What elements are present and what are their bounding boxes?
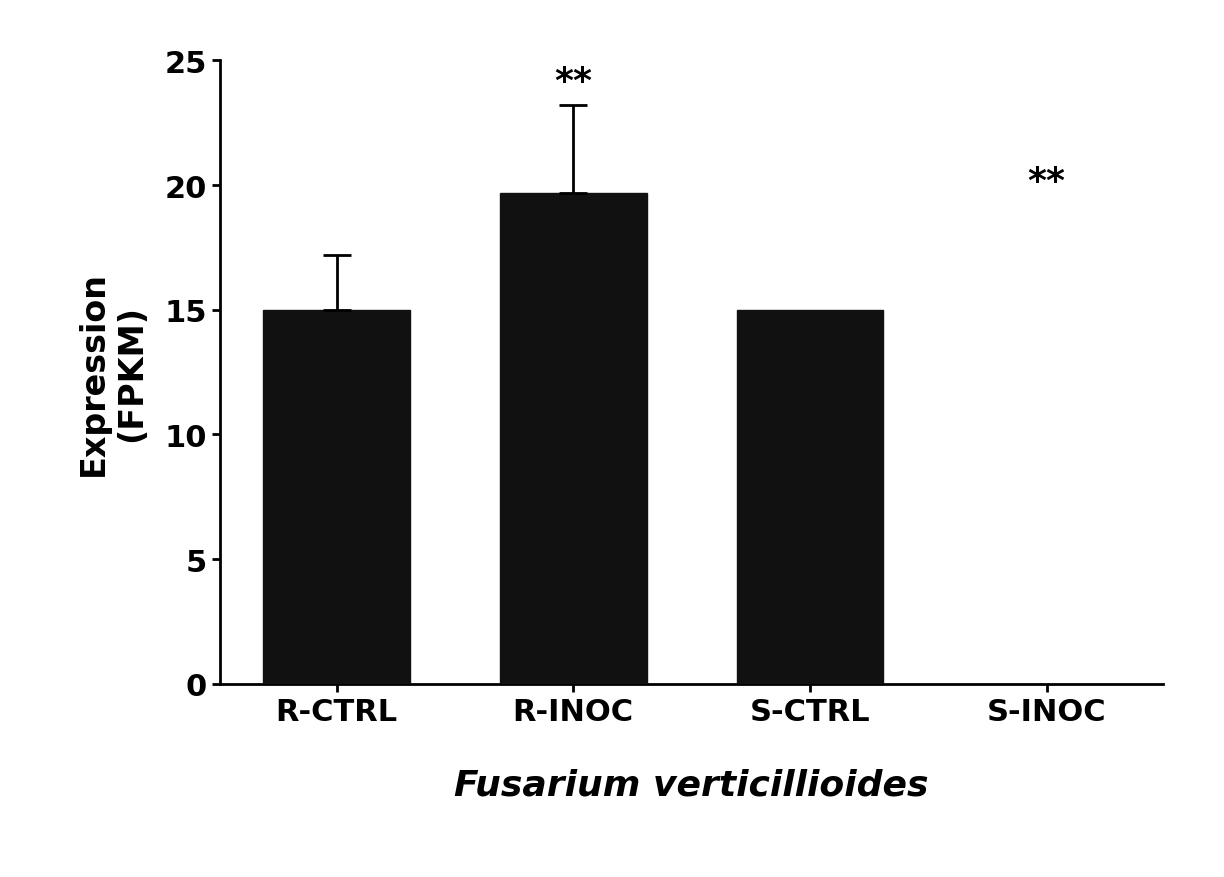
Text: **: **: [1028, 164, 1066, 198]
Text: **: **: [554, 65, 592, 99]
Bar: [263, 310, 410, 684]
Bar: [737, 310, 884, 684]
Y-axis label: Expression
(FPKM): Expression (FPKM): [77, 270, 148, 475]
Bar: [499, 194, 646, 684]
X-axis label: Fusarium verticillioides: Fusarium verticillioides: [454, 768, 929, 802]
